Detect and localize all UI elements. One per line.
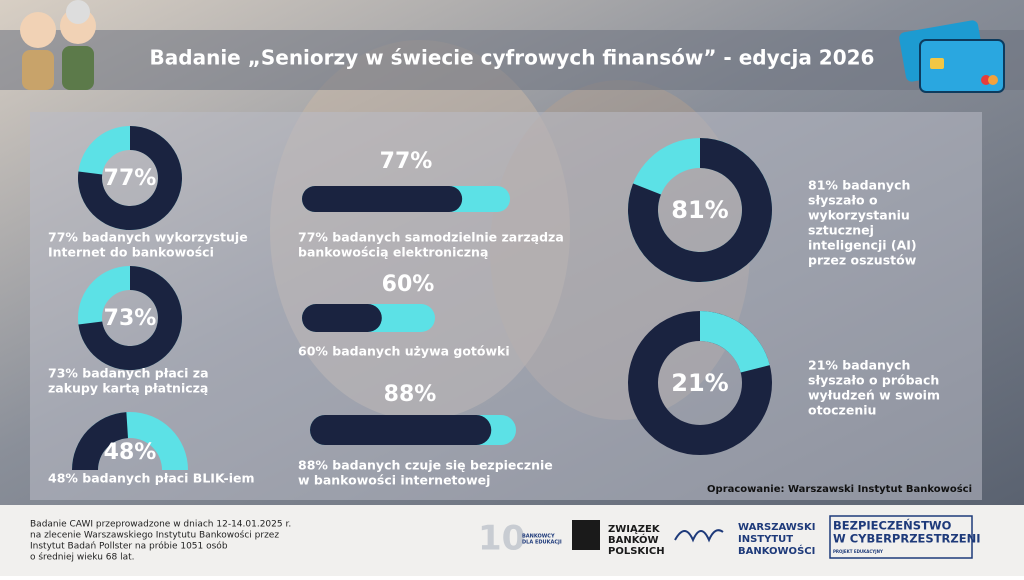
value-label: 77% [104,166,157,191]
footer-note: Instytut Badań Pollster na próbie 1051 o… [30,541,228,552]
caption: 88% badanych czuje się bezpiecznie [298,458,553,473]
logo-mark: 10 [478,519,525,559]
value-label: 73% [104,306,157,331]
donut-arc [700,311,770,373]
bar [302,186,463,212]
cards-icon [899,20,1005,93]
value-label: 77% [380,149,433,174]
gauge-arc [72,412,128,470]
cyber-frame [829,515,973,559]
logo-text: PROJEKT EDUKACYJNY [833,549,883,554]
title: Badanie „Seniorzy w świecie cyfrowych fi… [150,46,875,70]
caption: słyszało o [808,193,878,208]
value-label: 60% [382,272,435,297]
title-band [0,30,1024,90]
bar [302,304,382,332]
logo-text: BANKOWOŚCI [738,544,815,557]
caption: bankowością elektroniczną [298,245,488,260]
caption: przez oszustów [808,253,917,268]
logo-text: ZWIĄZEK [608,524,661,535]
caption: Internet do bankowości [48,245,214,260]
caption: zakupy kartą płatniczą [48,381,208,396]
caption: 77% badanych wykorzystuje [48,230,248,245]
donut-arc [78,126,183,231]
logo-text: W CYBERPRZESTRZENI [833,532,981,546]
caption: słyszało o próbach [808,373,939,388]
value-label: 48% [104,440,157,465]
value-label: 21% [671,369,728,397]
footer [0,505,1024,576]
footer-note: na zlecenie Warszawskiego Instytutu Bank… [30,530,279,541]
logo-text: INSTYTUT [738,534,793,545]
wib-mark [674,529,724,543]
donut-arc [78,266,182,370]
seniors-icon [20,0,96,90]
logo-text: BANKÓW [608,533,659,546]
logo-text: WARSZAWSKI [738,522,815,533]
caption: inteligencji (AI) [808,238,917,253]
logo-text: BEZPIECZEŃSTWO [833,518,952,533]
logo-text: DLA EDUKACJI [522,540,562,546]
donut-arc [628,138,773,282]
zbp-mark [572,520,600,550]
caption: 81% badanych [808,178,910,193]
caption: 60% badanych używa gotówki [298,344,510,359]
logo-text: BANKOWCY [522,534,555,540]
value-label: 81% [671,196,728,224]
logo-text: POLSKICH [608,546,665,557]
value-label: 88% [384,382,437,407]
caption: w bankowości internetowej [298,473,490,488]
caption: 21% badanych [808,358,910,373]
footer-note: Badanie CAWI przeprowadzone w dniach 12-… [30,520,291,530]
caption: wyłudzeń w swoim [808,388,940,403]
footer-note: o średniej wieku 68 lat. [30,552,135,563]
caption: wykorzystaniu [808,208,910,223]
credit: Opracowanie: Warszawski Instytut Bankowo… [707,483,972,495]
caption: otoczeniu [808,403,876,418]
caption: 77% badanych samodzielnie zarządza [298,230,564,245]
caption: 48% badanych płaci BLIK-iem [48,471,255,486]
caption: sztucznej [808,223,874,238]
bar [310,415,492,445]
caption: 73% badanych płaci za [48,366,209,381]
